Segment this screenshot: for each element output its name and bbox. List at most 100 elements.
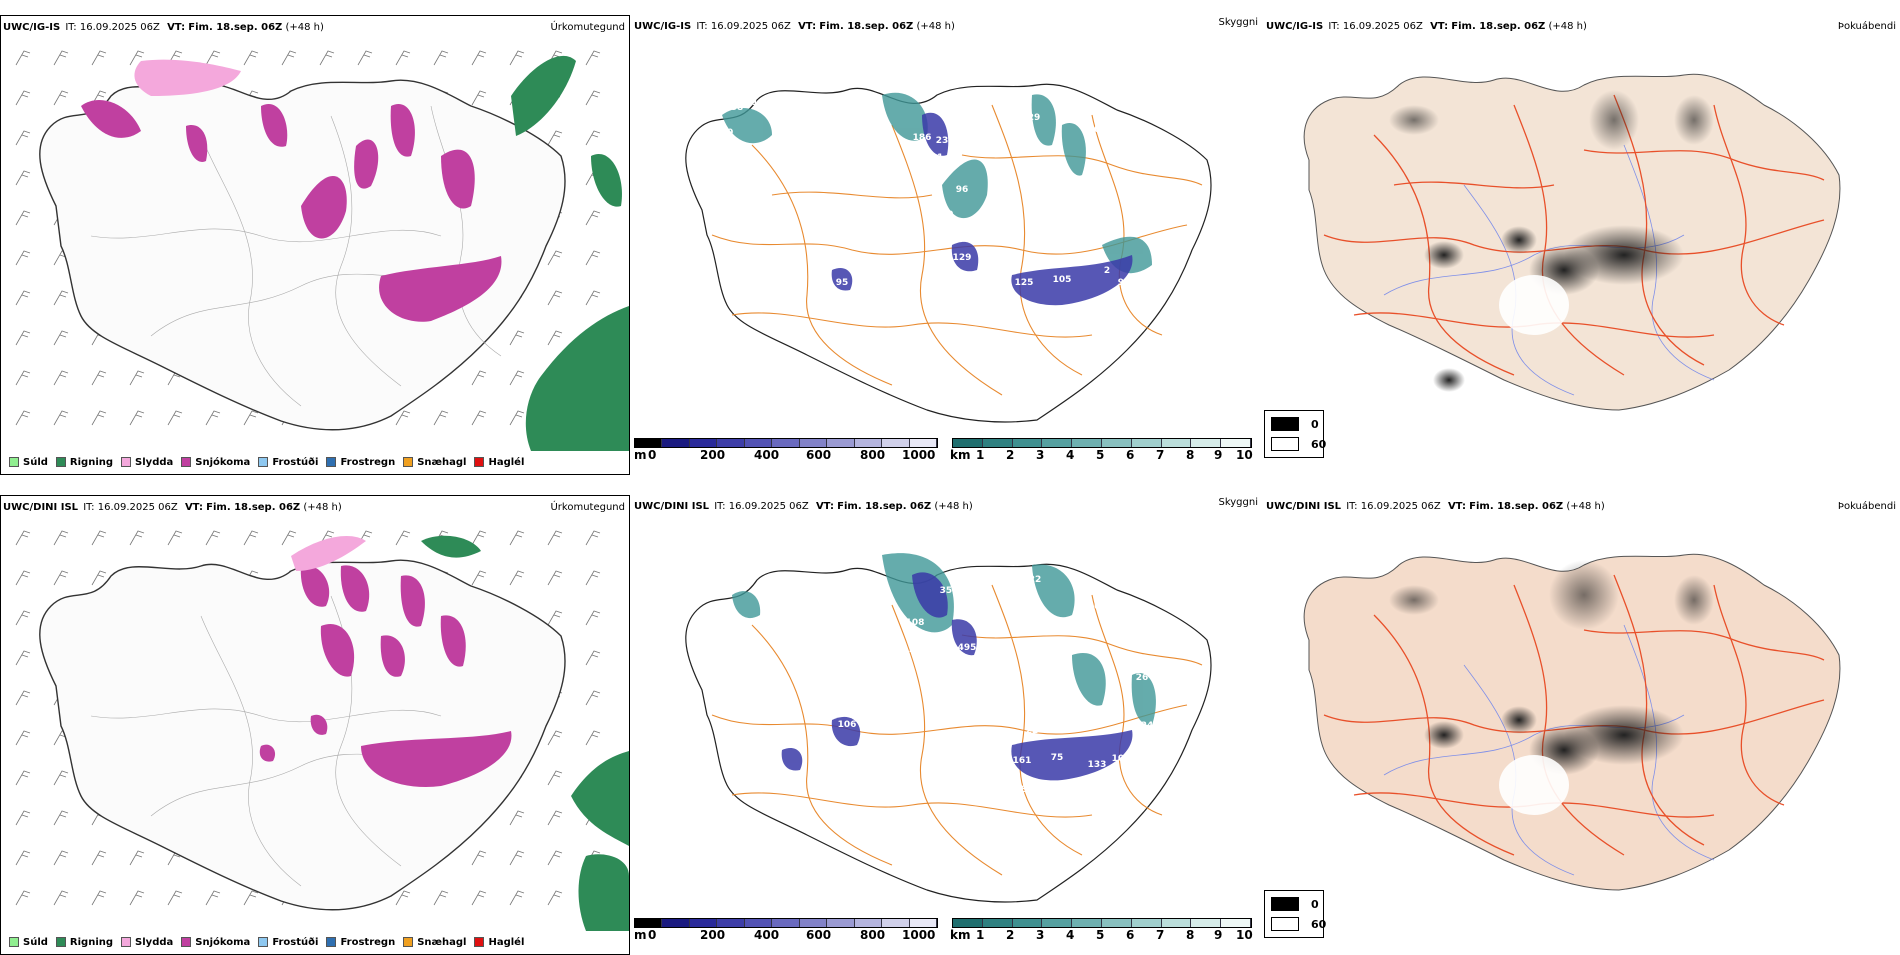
colorbar-segment xyxy=(1191,439,1222,447)
colorbar-segment xyxy=(1221,439,1251,447)
wind-barb xyxy=(319,50,335,66)
tick-label: 1000 xyxy=(902,928,936,942)
wind-barb xyxy=(15,210,31,226)
wind-barb xyxy=(243,410,259,426)
precip-map xyxy=(15,50,629,451)
value-label: 133 xyxy=(1088,760,1107,770)
wind-barb xyxy=(585,50,601,66)
panel-title: UWC/IG-IS IT: 16.09.2025 06Z VT: Fim. 18… xyxy=(3,22,324,33)
colorbar-unit: m xyxy=(634,928,647,942)
legend-item-rain: Rigning xyxy=(55,457,113,468)
colorbar-segment xyxy=(772,919,800,927)
wind-barb xyxy=(433,890,449,906)
value-label: 118 xyxy=(1043,682,1062,692)
snow-areas xyxy=(259,565,512,787)
wind-barb xyxy=(585,570,601,586)
value-label: 495 xyxy=(958,643,977,653)
wind-barb xyxy=(91,850,107,866)
legend-item-freezing-drizzle: Frostúði xyxy=(258,457,318,468)
sleet-areas xyxy=(291,536,366,571)
colorbar-segment xyxy=(1012,439,1043,447)
colorbar-segment xyxy=(1072,919,1102,927)
wind-barb xyxy=(91,530,107,546)
value-label: 34 xyxy=(1171,213,1184,223)
wind-barb xyxy=(585,650,601,666)
colorbar-km-strip xyxy=(952,438,1252,448)
value-label: 95 xyxy=(836,278,849,288)
it-value: 16.09.2025 06Z xyxy=(79,22,160,33)
tick-label: 1 xyxy=(976,448,985,462)
wind-barb xyxy=(547,810,563,826)
wind-barb xyxy=(53,570,69,586)
vt-value: Fim. 18.sep. 06Z xyxy=(206,502,301,513)
wind-barb xyxy=(471,890,487,906)
colorbar-segment xyxy=(717,919,745,927)
tick-label: 5 xyxy=(1096,448,1105,462)
swatch xyxy=(403,457,414,467)
fog-index-panel: UWC/IG-IS IT: 16.09.2025 06Z VT: Fim. 18… xyxy=(1264,15,1900,460)
wind-barb xyxy=(167,530,183,546)
wind-barb xyxy=(15,170,31,186)
value-label: 91 xyxy=(931,153,944,163)
swatch xyxy=(9,937,19,947)
fog-index-panel: UWC/DINI ISL IT: 16.09.2025 06Z VT: Fim.… xyxy=(1264,495,1900,940)
fog-index-map xyxy=(1303,73,1841,411)
wind-barb xyxy=(243,50,259,66)
wind-barb xyxy=(53,330,69,346)
wind-barb xyxy=(53,370,69,386)
precip-type-legend: Súld Rigning Slydda Snjókoma Frostúði Fr… xyxy=(1,931,525,953)
wind-barb xyxy=(15,850,31,866)
wind-barb xyxy=(129,50,145,66)
fog-areas xyxy=(1389,560,1714,815)
wind-barb xyxy=(395,410,411,426)
wind-barb xyxy=(509,530,525,546)
tick-label: 5 xyxy=(1096,928,1105,942)
colorbar-segment xyxy=(1161,439,1192,447)
value-label: 332 xyxy=(1060,311,1079,321)
value-label: 22 xyxy=(1026,726,1039,736)
swatch xyxy=(326,937,337,947)
legend-item-hail: Haglél xyxy=(474,937,524,948)
value-label: 129 xyxy=(955,733,974,743)
value-label: 14 xyxy=(931,386,944,396)
legend-item-sudd: Súld xyxy=(9,457,48,468)
wind-barb xyxy=(585,250,601,266)
wind-barb xyxy=(205,890,221,906)
wind-barb xyxy=(15,890,31,906)
wind-barb xyxy=(15,530,31,546)
colorbar-segment xyxy=(982,439,1013,447)
swatch xyxy=(181,937,192,947)
value-label: 75 xyxy=(1051,753,1064,763)
value-label: 26 xyxy=(1136,673,1149,683)
value-label: 186 xyxy=(913,133,932,143)
value-label: 15 xyxy=(961,128,974,138)
wind-barb xyxy=(15,690,31,706)
fog-index-map xyxy=(1303,553,1841,891)
tick-label: 10 xyxy=(1236,448,1253,462)
lead-time: (+48 h) xyxy=(285,22,324,33)
colorbar-segment xyxy=(689,919,718,927)
colorbar-segment xyxy=(1072,439,1102,447)
value-label: 11 xyxy=(746,98,759,108)
wind-barb xyxy=(585,610,601,626)
tick-label: 3 xyxy=(1036,448,1045,462)
wind-barb xyxy=(129,850,145,866)
wind-barb xyxy=(281,530,297,546)
legend-item-snow-pellets: Snæhagl xyxy=(403,457,466,468)
colorbar-segment xyxy=(953,919,983,927)
legend-item-freezing-rain: Frostregn xyxy=(326,457,395,468)
colorbar-km-strip xyxy=(952,918,1252,928)
cloud-base-labels: 22 359 310 108 26 123 137 495 101 26 118… xyxy=(838,575,1154,795)
colorbar-segment xyxy=(909,919,937,927)
value-label: 359 xyxy=(940,586,959,596)
wind-barb xyxy=(433,410,449,426)
swatch xyxy=(474,937,485,947)
wind-barb xyxy=(15,770,31,786)
panel-title: UWC/DINI ISL IT: 16.09.2025 06Z VT: Fim.… xyxy=(1266,501,1605,512)
precip-type-legend: Súld Rigning Slydda Snjókoma Frostúði Fr… xyxy=(1,451,525,473)
wind-barb xyxy=(471,530,487,546)
colorbar-segment xyxy=(744,919,773,927)
tick-label: 2 xyxy=(1006,448,1015,462)
wind-barb xyxy=(129,530,145,546)
colorbar-segment xyxy=(635,919,663,927)
